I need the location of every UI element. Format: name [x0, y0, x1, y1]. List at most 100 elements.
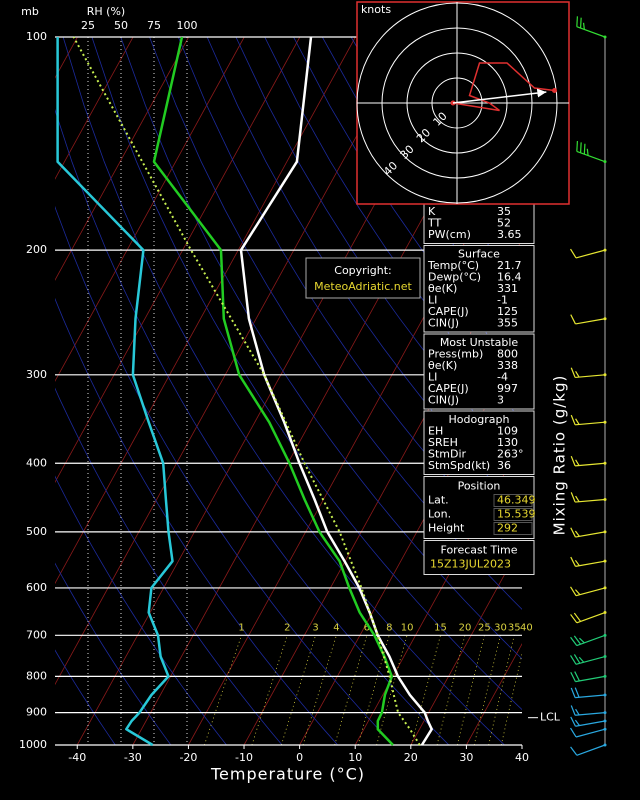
x-tick-label: -10 [235, 751, 253, 764]
panel-row-value: -1 [497, 293, 508, 306]
wind-dot [603, 160, 607, 164]
wind-staff [575, 694, 606, 699]
wind-barb [570, 716, 607, 727]
wind-feather [570, 636, 578, 646]
panel-row-label: Press(mb) [428, 347, 483, 360]
wind-staff [575, 421, 606, 426]
wind-feather [574, 719, 580, 726]
panel-row-label: Temp(°C) [427, 259, 479, 272]
isotherm [55, 37, 245, 382]
wind-staff [575, 318, 606, 325]
panel-row-value: 52 [497, 216, 511, 229]
mixing-ratio-line [376, 635, 408, 745]
wind-feather [570, 614, 578, 624]
wind-feather [570, 367, 576, 378]
panel-title: Surface [458, 247, 500, 260]
panel-row-label: CAPE(J) [428, 382, 469, 395]
mixing-ratio-line [436, 635, 466, 745]
wind-dot [603, 497, 607, 501]
mixing-ratio-tick-label: 15 [434, 622, 447, 633]
panel-row-label: Lon. [428, 508, 451, 521]
rh-label: RH (%) [87, 5, 125, 18]
panel-row-value: 15Z13JUL2023 [430, 558, 511, 571]
wind-dot [603, 461, 607, 465]
y-tick-label: 900 [26, 706, 47, 719]
isotherm [55, 37, 190, 281]
wind-dot [603, 674, 607, 678]
wind-staff [575, 655, 606, 665]
dry-adiabat [55, 387, 283, 745]
mixing-ratio-tick-label: 25 [478, 622, 491, 633]
wind-feather [570, 586, 577, 597]
wind-feather [579, 142, 582, 153]
wind-staff [575, 712, 606, 716]
dry-adiabat [62, 37, 505, 745]
background-lines [55, 37, 522, 745]
y-tick-label: 500 [26, 525, 47, 538]
y-tick-label: 300 [26, 368, 47, 381]
panel-row-value: 997 [497, 382, 518, 395]
wind-dot [603, 248, 607, 252]
hodograph-title: knots [361, 3, 391, 16]
panel-row-label: CIN(J) [428, 316, 459, 329]
wind-staff [575, 462, 606, 467]
y-tick-label: 800 [26, 669, 47, 682]
wind-staff [576, 150, 606, 163]
wind-staff [575, 720, 606, 727]
mixing-ratio-line [488, 635, 515, 745]
dry-adiabat [206, 37, 522, 514]
mixing-ratio-line [500, 651, 522, 745]
copyright-site: MeteoAdriatic.net [314, 280, 412, 293]
wind-feather [570, 687, 576, 698]
mixing-ratio-line [281, 635, 316, 745]
wind-feather [573, 635, 582, 645]
panel-title: Most Unstable [440, 336, 519, 349]
panel-row-value: 109 [497, 424, 518, 437]
wind-staff [576, 634, 606, 647]
wind-dot [603, 693, 607, 697]
wind-feather [583, 143, 586, 155]
x-axis-label: Temperature (°C) [210, 765, 365, 784]
wind-feather [575, 418, 580, 425]
wind-feather [579, 637, 585, 644]
wind-feather [575, 495, 580, 503]
wind-barb [570, 455, 607, 467]
wind-feather [570, 527, 576, 538]
x-tick-label: -20 [179, 751, 197, 764]
wind-dot [603, 655, 607, 659]
panel-title: Forecast Time [441, 544, 518, 557]
wind-barb [570, 633, 607, 647]
panel-value-box [493, 522, 533, 535]
wind-barb [576, 16, 607, 39]
wind-feather [570, 705, 576, 716]
panel-row-label: EH [428, 424, 443, 437]
panel-row-label: CAPE(J) [428, 305, 469, 318]
panel-row-value: 3 [497, 393, 504, 406]
panel-row-value: 3.65 [497, 228, 522, 241]
dry-adiabat [55, 205, 394, 745]
panel-row-label: θe(K) [428, 282, 457, 295]
dry-adiabat [235, 37, 522, 467]
wind-staff [575, 587, 606, 597]
wind-dot [603, 530, 607, 534]
wind-feather [574, 687, 580, 698]
y-tick-label: 1000 [19, 738, 47, 751]
profile-line [72, 36, 421, 746]
wind-dot [603, 420, 607, 424]
panel-row-value: 16.4 [497, 270, 522, 283]
wind-barb [570, 414, 607, 426]
wind-feather [570, 314, 576, 325]
panel-row-value: 46.349 [497, 494, 536, 507]
panel-row-label: CIN(J) [428, 393, 459, 406]
wind-dot [603, 633, 607, 637]
y-tick-label: 700 [26, 628, 47, 641]
wind-staff [576, 26, 606, 38]
mixing-ratio-tick-label: 35 [508, 622, 521, 633]
panel-row-label: PW(cm) [428, 228, 471, 241]
mixing-ratio-tick-label: 30 [494, 622, 507, 633]
panel-row-label: Dewp(°C) [428, 270, 481, 283]
wind-dot [603, 559, 607, 563]
mixing-ratio-line [251, 635, 288, 745]
